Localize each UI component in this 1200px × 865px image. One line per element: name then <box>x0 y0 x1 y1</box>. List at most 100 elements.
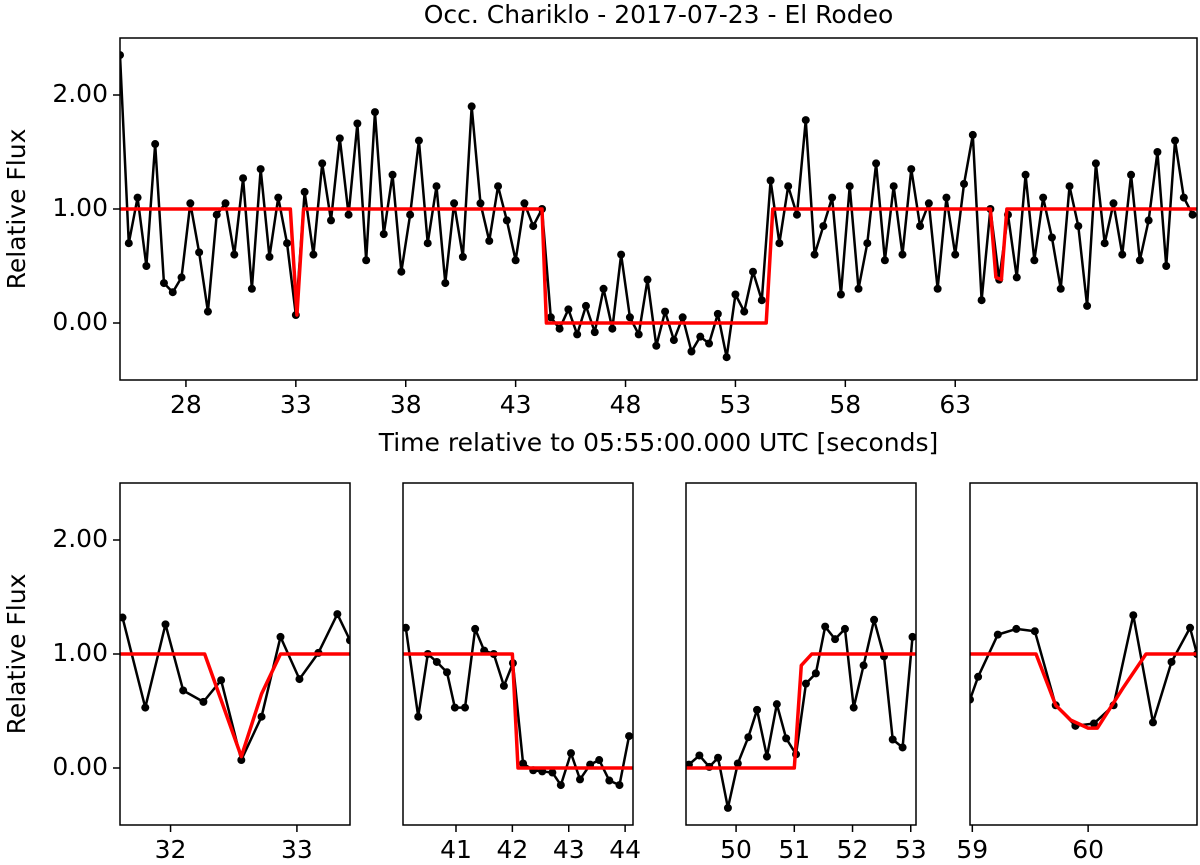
data-point <box>217 676 226 685</box>
data-point <box>792 210 801 219</box>
data-point <box>1021 170 1030 179</box>
data-point <box>1129 611 1138 620</box>
data-point <box>159 279 168 288</box>
y-tick-label: 2.00 <box>52 524 108 553</box>
data-point <box>256 165 265 174</box>
data-point <box>458 252 467 261</box>
data-point <box>529 222 538 231</box>
data-point <box>179 686 188 695</box>
data-point <box>1179 193 1188 202</box>
data-point <box>397 267 406 276</box>
model-line <box>403 652 633 770</box>
data-point <box>461 703 470 712</box>
data-point <box>775 239 784 248</box>
data-point <box>581 301 590 310</box>
data-point <box>333 610 342 619</box>
data-point <box>1056 284 1065 293</box>
data-line <box>970 613 1197 728</box>
data-point <box>924 199 933 208</box>
plot-area <box>686 615 916 812</box>
x-tick-label: 63 <box>939 390 971 419</box>
data-point <box>257 712 266 721</box>
x-tick-label: 53 <box>720 390 752 419</box>
y-tick-label: 1.00 <box>52 638 108 667</box>
plot-area <box>120 51 1197 362</box>
data-point <box>441 279 450 288</box>
data-point <box>974 672 983 681</box>
data-point <box>898 250 907 259</box>
data-point <box>599 284 608 293</box>
data-point <box>705 339 714 348</box>
data-point <box>753 705 762 714</box>
data-point <box>733 759 742 768</box>
x-tick-label: 32 <box>155 835 187 864</box>
data-point <box>695 751 704 760</box>
data-point <box>141 703 150 712</box>
data-point <box>762 752 771 761</box>
data-point <box>335 134 344 143</box>
data-point <box>370 108 379 117</box>
model-line <box>970 652 1197 730</box>
data-point <box>863 239 872 248</box>
data-point <box>432 657 441 666</box>
data-point <box>1100 239 1109 248</box>
data-point <box>766 176 775 185</box>
data-point <box>450 703 459 712</box>
data-point <box>414 712 423 721</box>
data-point <box>300 187 309 196</box>
data-point <box>678 313 687 322</box>
x-axis-label: Time relative to 05:55:00.000 UTC [secon… <box>378 428 939 457</box>
data-point <box>442 668 451 677</box>
y-tick-label: 0.00 <box>52 752 108 781</box>
data-point <box>120 51 124 60</box>
data-point <box>782 734 791 743</box>
data-point <box>1030 627 1039 636</box>
data-point <box>566 749 575 758</box>
data-point <box>908 632 916 641</box>
data-point <box>859 661 868 670</box>
axes-frame <box>685 482 917 826</box>
data-point <box>1144 216 1153 225</box>
data-point <box>713 309 722 318</box>
y-tick-label: 1.00 <box>52 193 108 222</box>
data-point <box>467 102 476 111</box>
data-point <box>502 216 511 225</box>
data-point <box>212 210 221 219</box>
plot-area <box>120 610 350 765</box>
data-point <box>880 256 889 265</box>
data-point <box>239 174 248 183</box>
data-point <box>414 136 423 145</box>
data-point <box>615 781 624 790</box>
data-point <box>576 775 585 784</box>
data-point <box>870 615 879 624</box>
data-point <box>230 250 239 259</box>
model-line <box>120 207 1197 325</box>
data-point <box>1171 136 1180 145</box>
data-point <box>731 290 740 299</box>
y-axis-label: Relative Flux <box>2 574 31 735</box>
data-point <box>423 239 432 248</box>
data-point <box>889 182 898 191</box>
data-point <box>1186 623 1195 632</box>
data-point <box>977 296 986 305</box>
data-point <box>749 267 758 276</box>
data-point <box>450 199 459 208</box>
data-point <box>1047 233 1056 242</box>
data-point <box>485 236 494 245</box>
x-tick-label: 59 <box>956 835 988 864</box>
data-point <box>1012 273 1021 282</box>
data-point <box>801 116 810 125</box>
x-tick-label: 33 <box>280 390 312 419</box>
data-point <box>265 252 274 261</box>
data-point <box>1127 170 1136 179</box>
data-point <box>403 623 410 632</box>
data-point <box>1030 256 1039 265</box>
data-point <box>1109 199 1118 208</box>
axes-frame <box>402 482 634 826</box>
data-point <box>379 230 388 239</box>
data-point <box>327 216 336 225</box>
data-point <box>295 675 304 684</box>
data-point <box>556 781 565 790</box>
data-point <box>1074 222 1083 231</box>
